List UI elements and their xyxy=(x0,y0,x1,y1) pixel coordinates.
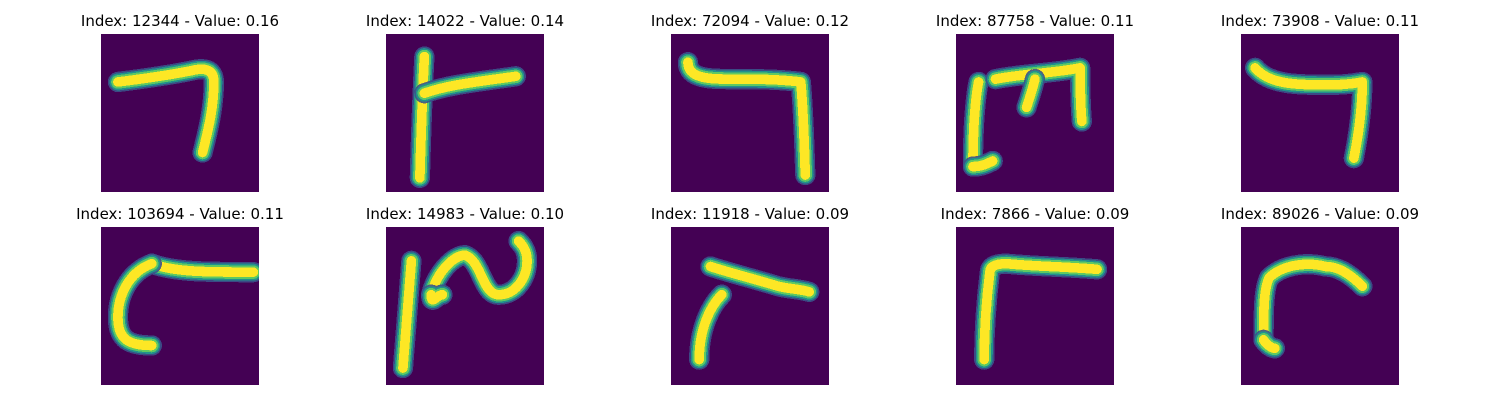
digit-image xyxy=(1241,227,1399,385)
digit-image xyxy=(101,227,259,385)
digit-strokes xyxy=(107,59,225,163)
digit-stroke xyxy=(426,236,532,300)
digit-stroke xyxy=(705,261,815,297)
digit-stroke xyxy=(426,289,448,305)
panel-title: Index: 14983 - Value: 0.10 xyxy=(365,205,565,223)
digit-strokes xyxy=(677,52,816,186)
digit-strokes xyxy=(107,253,259,356)
digit-stroke xyxy=(1250,63,1368,163)
digit-image xyxy=(101,34,259,192)
digit-strokes xyxy=(1253,254,1373,359)
digit-panel: Index: 87758 - Value: 0.11 xyxy=(936,12,1134,192)
digit-strokes xyxy=(1244,57,1373,169)
digit-strokes xyxy=(689,256,820,370)
digit-image xyxy=(956,227,1114,385)
digit-image xyxy=(1241,34,1399,192)
digit-panel: Index: 7866 - Value: 0.09 xyxy=(941,205,1129,385)
digit-stroke xyxy=(683,57,811,180)
digit-stroke xyxy=(974,253,1108,370)
digit-image xyxy=(386,34,544,192)
digit-stroke xyxy=(113,258,157,351)
digit-stroke xyxy=(1258,259,1368,345)
digit-strokes xyxy=(392,230,538,379)
digit-panel: Index: 73908 - Value: 0.11 xyxy=(1221,12,1419,192)
digit-image xyxy=(671,34,829,192)
digit-strokes xyxy=(409,46,526,189)
digit-stroke xyxy=(968,156,998,172)
digit-panel: Index: 11918 - Value: 0.09 xyxy=(651,205,849,385)
digit-stroke xyxy=(694,289,727,365)
digit-stroke xyxy=(968,77,984,169)
digit-stroke xyxy=(415,51,430,183)
digit-image xyxy=(956,34,1114,192)
digit-panel: Index: 89026 - Value: 0.09 xyxy=(1221,205,1419,385)
digit-panel: Index: 72094 - Value: 0.12 xyxy=(651,12,849,192)
digit-stroke xyxy=(398,256,417,373)
panel-title: Index: 14022 - Value: 0.14 xyxy=(365,12,565,30)
panel-title: Index: 89026 - Value: 0.09 xyxy=(1220,205,1420,223)
panel-title: Index: 73908 - Value: 0.11 xyxy=(1220,12,1420,30)
digit-image xyxy=(386,227,544,385)
panel-title: Index: 11918 - Value: 0.09 xyxy=(650,205,850,223)
panel-title: Index: 7866 - Value: 0.09 xyxy=(940,205,1130,223)
panel-title: Index: 72094 - Value: 0.12 xyxy=(650,12,850,30)
digit-image xyxy=(671,227,829,385)
digit-stroke xyxy=(1021,74,1040,113)
digit-stroke xyxy=(1258,335,1280,354)
digit-panel: Index: 14022 - Value: 0.14 xyxy=(366,12,564,192)
panel-title: Index: 103694 - Value: 0.11 xyxy=(76,205,284,223)
digit-panel: Index: 12344 - Value: 0.16 xyxy=(81,12,279,192)
panel-title: Index: 87758 - Value: 0.11 xyxy=(935,12,1135,30)
digit-panel: Index: 14983 - Value: 0.10 xyxy=(366,205,564,385)
panel-title: Index: 12344 - Value: 0.16 xyxy=(80,12,280,30)
digit-stroke xyxy=(113,64,219,158)
digit-stroke xyxy=(419,71,521,99)
digit-stroke xyxy=(979,258,1102,365)
digit-strokes xyxy=(962,57,1092,177)
digit-stroke xyxy=(990,63,1087,127)
digit-panel: Index: 103694 - Value: 0.11 xyxy=(76,205,284,385)
digit-strokes xyxy=(974,253,1108,370)
